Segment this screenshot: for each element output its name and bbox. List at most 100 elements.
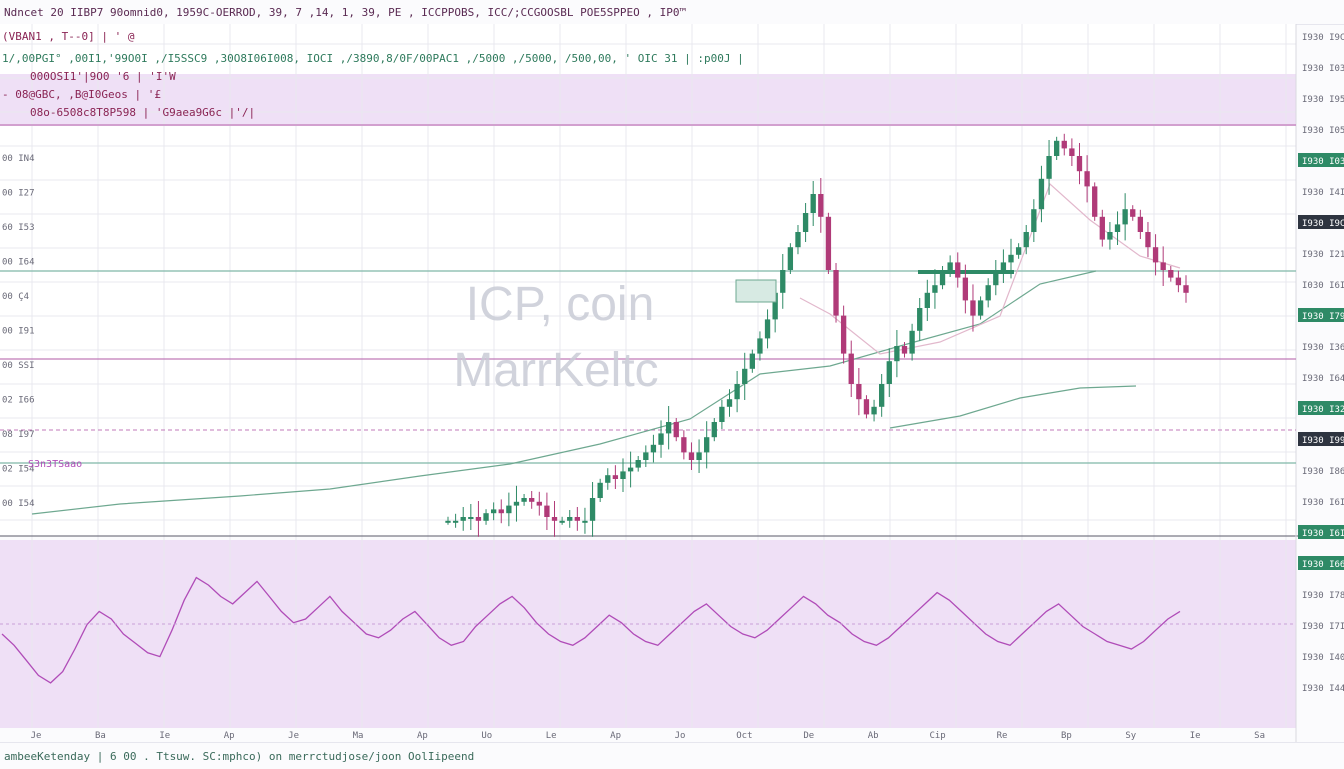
candle-body bbox=[1046, 156, 1052, 179]
status-bar: ambeeKetenday | 6 00 . Ttsuw. SC:mphco) … bbox=[0, 742, 1344, 769]
candle-body bbox=[688, 452, 695, 460]
right-price-tick: I030 I6I4 bbox=[1302, 281, 1344, 291]
symbol-header[interactable]: Ndncet 20 IIBP7 90omnid0, 1959C-OERROD, … bbox=[4, 6, 687, 19]
candle-body bbox=[1000, 262, 1007, 270]
time-tick: Ap bbox=[417, 731, 428, 741]
candle-body bbox=[574, 517, 581, 521]
left-price-tick: 00 I64 bbox=[2, 258, 35, 268]
candle-body bbox=[825, 216, 832, 270]
right-price-tick: I930 I7I3 bbox=[1302, 622, 1344, 632]
price-badge bbox=[1298, 525, 1344, 539]
time-tick: Je bbox=[31, 731, 42, 741]
candle-body bbox=[1152, 247, 1159, 263]
left-price-tick: 00 I54 bbox=[2, 499, 35, 509]
candle-body bbox=[513, 501, 520, 506]
left-price-tick: 00 IN4 bbox=[2, 154, 35, 164]
candle-body bbox=[559, 520, 565, 523]
time-tick: Ap bbox=[224, 731, 235, 741]
time-tick: Je bbox=[288, 731, 299, 741]
candle-body bbox=[977, 300, 984, 316]
candle-body bbox=[1031, 209, 1037, 232]
candle-body bbox=[711, 422, 717, 438]
candle-body bbox=[1183, 285, 1189, 293]
time-axis[interactable]: Je Ba Ie Ap Je Ma Ap Uo Le Ap Jo Oct De Ab Cip Re Bp Sy Ie… bbox=[31, 731, 1265, 741]
left-price-axis: 00 IN4 00 I27 60 I53 00 I64 00 Ç4 00 I91 00 SS… bbox=[2, 154, 35, 509]
candle-body bbox=[551, 517, 558, 521]
time-tick: Jo bbox=[675, 731, 686, 741]
price-badge bbox=[1298, 401, 1344, 415]
time-tick: Ie bbox=[159, 731, 170, 741]
candle-body bbox=[1168, 270, 1174, 278]
candle-body bbox=[734, 384, 740, 400]
candle-body bbox=[658, 433, 664, 445]
candle-body bbox=[612, 475, 619, 479]
candle-body bbox=[1038, 178, 1045, 210]
time-tick: Ma bbox=[353, 731, 364, 741]
legend-line-3[interactable]: 000OSI1'|9O0 '6 | 'I'W bbox=[30, 70, 176, 83]
left-price-tick: 08 I97 bbox=[2, 430, 35, 440]
candle-body bbox=[468, 517, 474, 519]
candle-body bbox=[856, 384, 862, 400]
time-tick: Cip bbox=[929, 731, 945, 741]
candle-body bbox=[536, 501, 542, 506]
candle-body bbox=[962, 277, 969, 301]
candle-body bbox=[475, 517, 482, 521]
time-tick: De bbox=[803, 731, 814, 741]
candle-body bbox=[597, 482, 603, 498]
ma-line-short bbox=[799, 182, 1181, 355]
candle-body bbox=[1076, 156, 1083, 172]
legend-line-2[interactable]: 1/,00PGI° ,00I1,'99O0I ,/I5SSC9 ,30O8I06… bbox=[2, 52, 744, 65]
candle-body bbox=[498, 509, 504, 514]
candle-body bbox=[818, 194, 824, 217]
candle-body bbox=[970, 300, 976, 316]
status-text: ambeeKetenday | 6 00 . Ttsuw. SC:mphco) … bbox=[4, 750, 475, 763]
legend-line-1[interactable]: (VBAN1 , T--0] | ' @ bbox=[2, 30, 135, 43]
candle-body bbox=[840, 315, 847, 354]
candle-body bbox=[1160, 262, 1166, 270]
rsi-line bbox=[1, 576, 1181, 684]
candle-body bbox=[1114, 224, 1121, 232]
selection-box[interactable] bbox=[735, 279, 777, 303]
candle-body bbox=[627, 467, 634, 472]
candle-body bbox=[521, 498, 527, 502]
moving-averages bbox=[31, 182, 1181, 515]
candle-body bbox=[848, 353, 854, 384]
candlestick-series bbox=[445, 133, 1189, 537]
left-price-tick: 00 SSI bbox=[2, 361, 35, 371]
price-badge bbox=[1298, 432, 1344, 446]
candle-body bbox=[947, 262, 953, 270]
left-price-tick: 00 I91 bbox=[2, 327, 35, 337]
candle-body bbox=[764, 319, 771, 339]
candle-body bbox=[787, 247, 794, 270]
candle-body bbox=[985, 285, 991, 301]
time-tick: Sy bbox=[1125, 731, 1136, 741]
candle-body bbox=[1145, 232, 1151, 248]
candle-body bbox=[1137, 216, 1144, 232]
legend-line-5[interactable]: 08o-6508c8T8P598 | 'G9aea9G6c |'/| bbox=[30, 106, 256, 119]
candle-body bbox=[886, 361, 892, 384]
candle-body bbox=[901, 346, 908, 354]
time-tick: Oct bbox=[736, 731, 752, 741]
candle-body bbox=[589, 498, 596, 521]
level-label: S3n3TSaao bbox=[28, 459, 82, 470]
candle-body bbox=[1099, 216, 1105, 240]
legend-line-4[interactable]: - 08@GBC, ,B@I0Geos | '£ bbox=[2, 88, 161, 101]
candle-body bbox=[1092, 186, 1098, 217]
right-price-tick: I930 I6I4 bbox=[1302, 529, 1344, 539]
left-price-tick: 00 I27 bbox=[2, 189, 35, 199]
time-tick: Ab bbox=[868, 731, 879, 741]
price-chart[interactable]: 00 IN4 00 I27 60 I53 00 I64 00 Ç4 00 I91 00 SS… bbox=[0, 24, 1344, 742]
right-price-tick: I930 I4I bbox=[1302, 188, 1344, 198]
candle-body bbox=[1053, 140, 1060, 156]
price-badge bbox=[1298, 215, 1344, 229]
time-tick: Sa bbox=[1254, 731, 1265, 741]
candle-body bbox=[894, 346, 900, 362]
candle-body bbox=[673, 422, 679, 438]
left-price-tick: 60 I53 bbox=[2, 223, 35, 233]
